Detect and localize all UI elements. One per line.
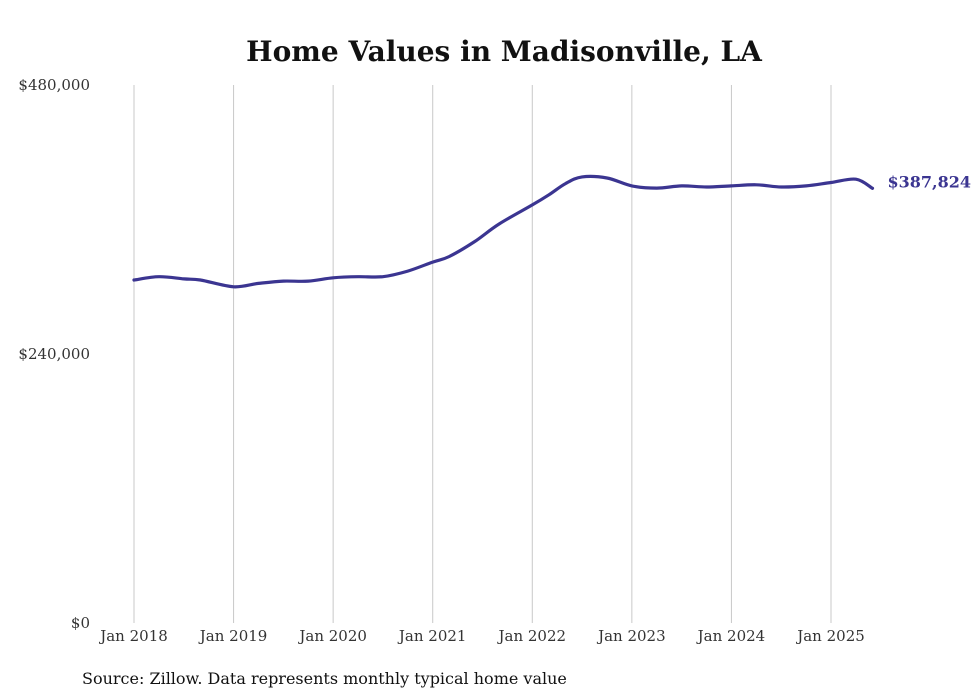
chart-title: Home Values in Madisonville, LA bbox=[246, 35, 763, 68]
x-tick-label: Jan 2023 bbox=[596, 627, 666, 645]
x-tick-label: Jan 2018 bbox=[98, 627, 168, 645]
end-value-label: $387,824 bbox=[887, 172, 971, 191]
x-tick-label: Jan 2021 bbox=[397, 627, 467, 645]
y-tick-label: $0 bbox=[71, 614, 90, 632]
x-tick-label: Jan 2025 bbox=[795, 627, 865, 645]
x-tick-label: Jan 2019 bbox=[198, 627, 268, 645]
y-tick-label: $480,000 bbox=[18, 76, 90, 94]
x-axis-ticks: Jan 2018 Jan 2019 Jan 2020 Jan 2021 Jan 2022… bbox=[98, 627, 865, 645]
y-axis-ticks: $0 $240,000 $480,000 bbox=[18, 76, 90, 632]
series-group bbox=[132, 174, 875, 289]
grid-lines bbox=[133, 85, 832, 623]
source-note: Source: Zillow. Data represents monthly … bbox=[82, 669, 567, 688]
series-line bbox=[132, 174, 875, 289]
y-tick-label: $240,000 bbox=[18, 345, 90, 363]
x-tick-label: Jan 2024 bbox=[696, 627, 766, 645]
x-tick-label: Jan 2020 bbox=[297, 627, 367, 645]
x-tick-label: Jan 2022 bbox=[497, 627, 567, 645]
